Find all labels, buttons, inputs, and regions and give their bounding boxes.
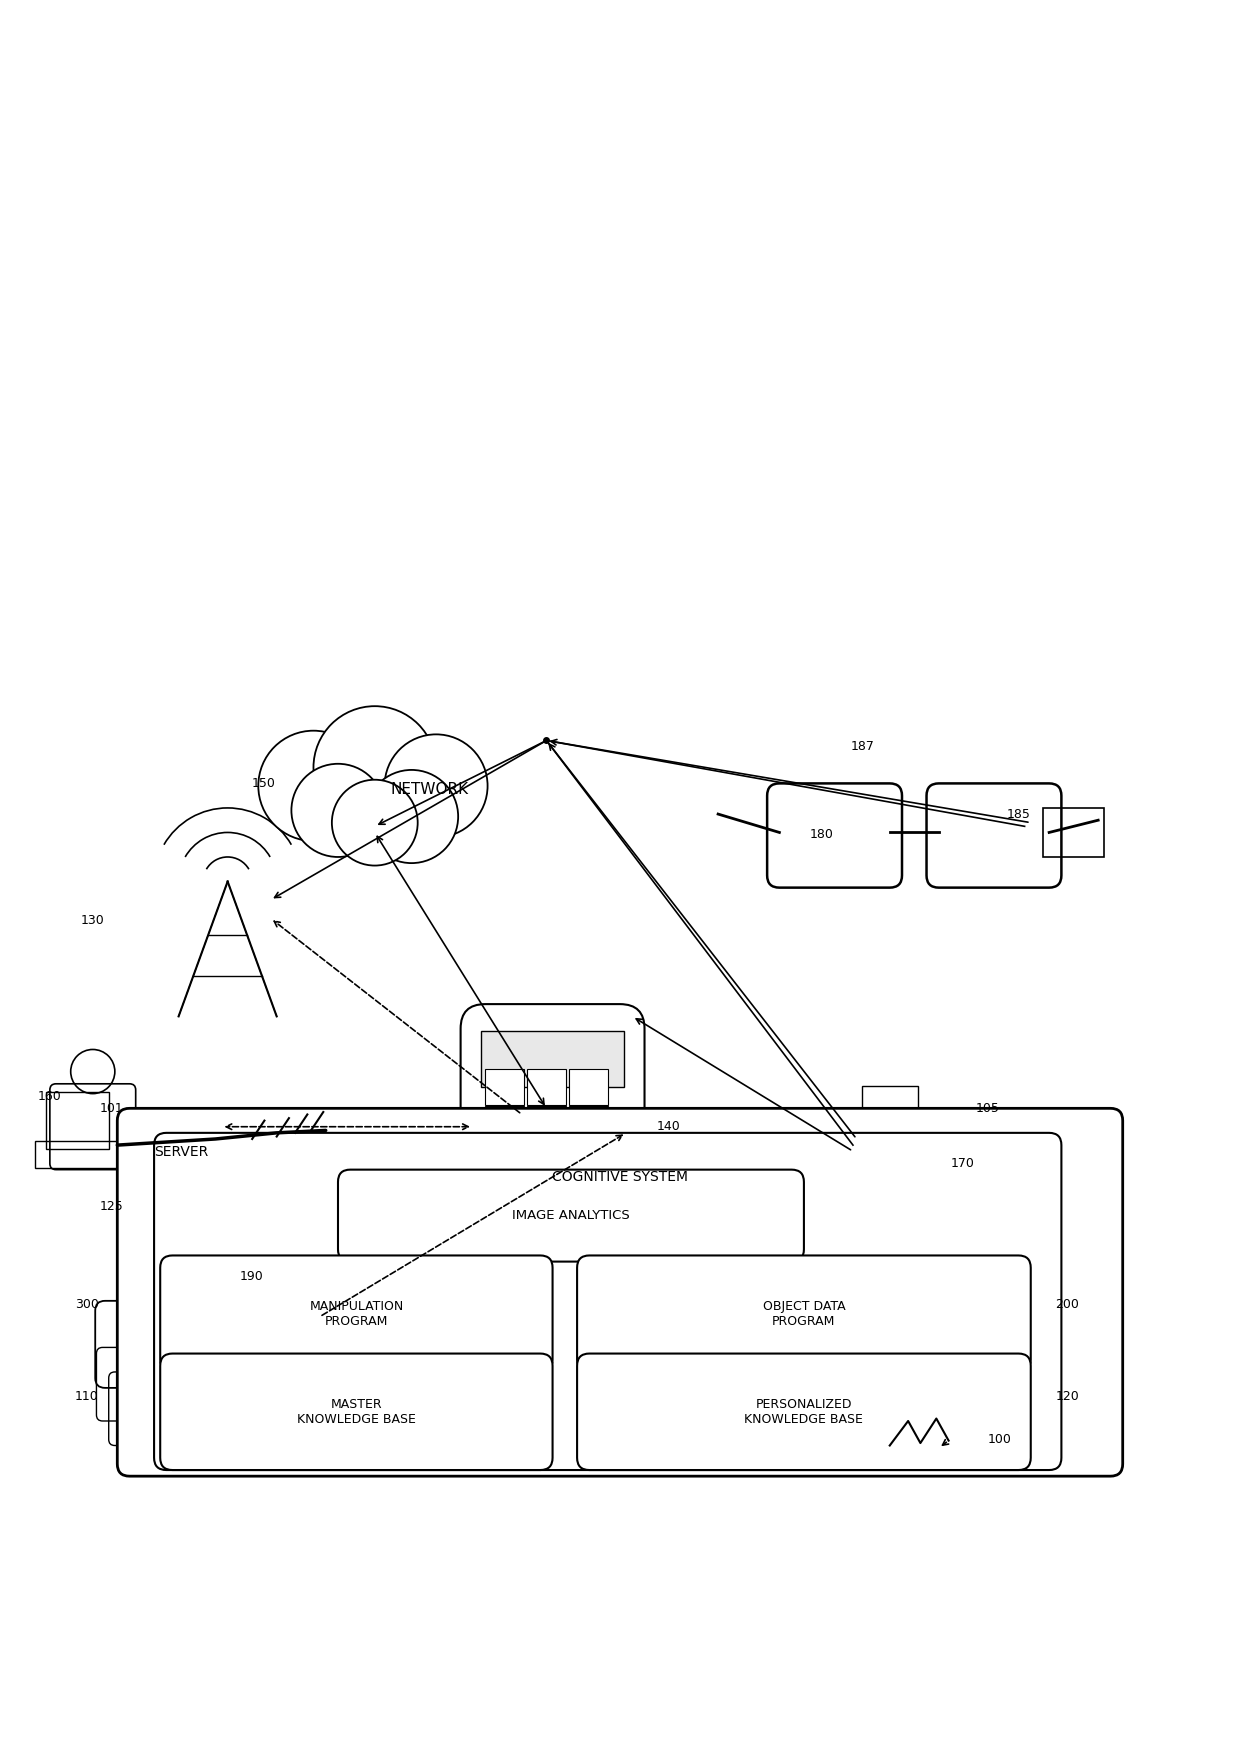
Text: OBJECT DATA
PROGRAM: OBJECT DATA PROGRAM xyxy=(763,1299,846,1328)
Text: 120: 120 xyxy=(1055,1389,1079,1403)
FancyBboxPatch shape xyxy=(335,1328,397,1407)
FancyBboxPatch shape xyxy=(118,1109,1122,1476)
Text: 110: 110 xyxy=(74,1389,98,1403)
Text: 140: 140 xyxy=(657,1120,681,1134)
Text: NETWORK: NETWORK xyxy=(391,783,469,797)
FancyBboxPatch shape xyxy=(485,1068,525,1105)
FancyBboxPatch shape xyxy=(485,1142,525,1178)
FancyBboxPatch shape xyxy=(481,1031,624,1088)
Text: 170: 170 xyxy=(951,1157,975,1171)
Text: 180: 180 xyxy=(810,829,835,841)
Text: SERVER: SERVER xyxy=(154,1146,208,1158)
Circle shape xyxy=(291,763,384,857)
FancyBboxPatch shape xyxy=(577,1255,1030,1372)
Text: 300: 300 xyxy=(74,1298,98,1312)
Text: 150: 150 xyxy=(252,777,277,790)
Circle shape xyxy=(314,707,436,829)
FancyBboxPatch shape xyxy=(154,1134,1061,1470)
FancyBboxPatch shape xyxy=(577,1354,1030,1470)
Text: 105: 105 xyxy=(976,1102,999,1114)
Circle shape xyxy=(258,730,368,841)
FancyBboxPatch shape xyxy=(568,1179,608,1215)
FancyBboxPatch shape xyxy=(568,1068,608,1105)
Text: MASTER
KNOWLEDGE BASE: MASTER KNOWLEDGE BASE xyxy=(296,1398,415,1426)
Text: 160: 160 xyxy=(37,1090,61,1102)
FancyBboxPatch shape xyxy=(568,1105,608,1141)
FancyBboxPatch shape xyxy=(527,1142,565,1178)
Text: PERSONALIZED
KNOWLEDGE BASE: PERSONALIZED KNOWLEDGE BASE xyxy=(744,1398,863,1426)
Text: IMAGE ANALYTICS: IMAGE ANALYTICS xyxy=(512,1209,630,1222)
Circle shape xyxy=(332,779,418,866)
Circle shape xyxy=(384,735,487,837)
FancyBboxPatch shape xyxy=(485,1105,525,1141)
Text: 101: 101 xyxy=(99,1102,123,1114)
Text: 200: 200 xyxy=(1055,1298,1080,1312)
FancyBboxPatch shape xyxy=(527,1179,565,1215)
FancyBboxPatch shape xyxy=(527,1105,565,1141)
Text: MANIPULATION
PROGRAM: MANIPULATION PROGRAM xyxy=(309,1299,403,1328)
FancyBboxPatch shape xyxy=(527,1068,565,1105)
FancyBboxPatch shape xyxy=(160,1255,553,1372)
Text: 187: 187 xyxy=(851,740,874,753)
Text: 130: 130 xyxy=(81,915,104,927)
FancyBboxPatch shape xyxy=(160,1354,553,1470)
Circle shape xyxy=(365,770,458,864)
Text: 125: 125 xyxy=(99,1201,123,1213)
FancyBboxPatch shape xyxy=(485,1179,525,1215)
Text: 185: 185 xyxy=(1006,807,1030,820)
Text: 100: 100 xyxy=(988,1433,1012,1446)
Text: 190: 190 xyxy=(239,1269,264,1283)
FancyBboxPatch shape xyxy=(568,1142,608,1178)
FancyBboxPatch shape xyxy=(460,1005,645,1243)
Text: COGNITIVE SYSTEM: COGNITIVE SYSTEM xyxy=(552,1169,688,1183)
FancyBboxPatch shape xyxy=(339,1169,804,1262)
